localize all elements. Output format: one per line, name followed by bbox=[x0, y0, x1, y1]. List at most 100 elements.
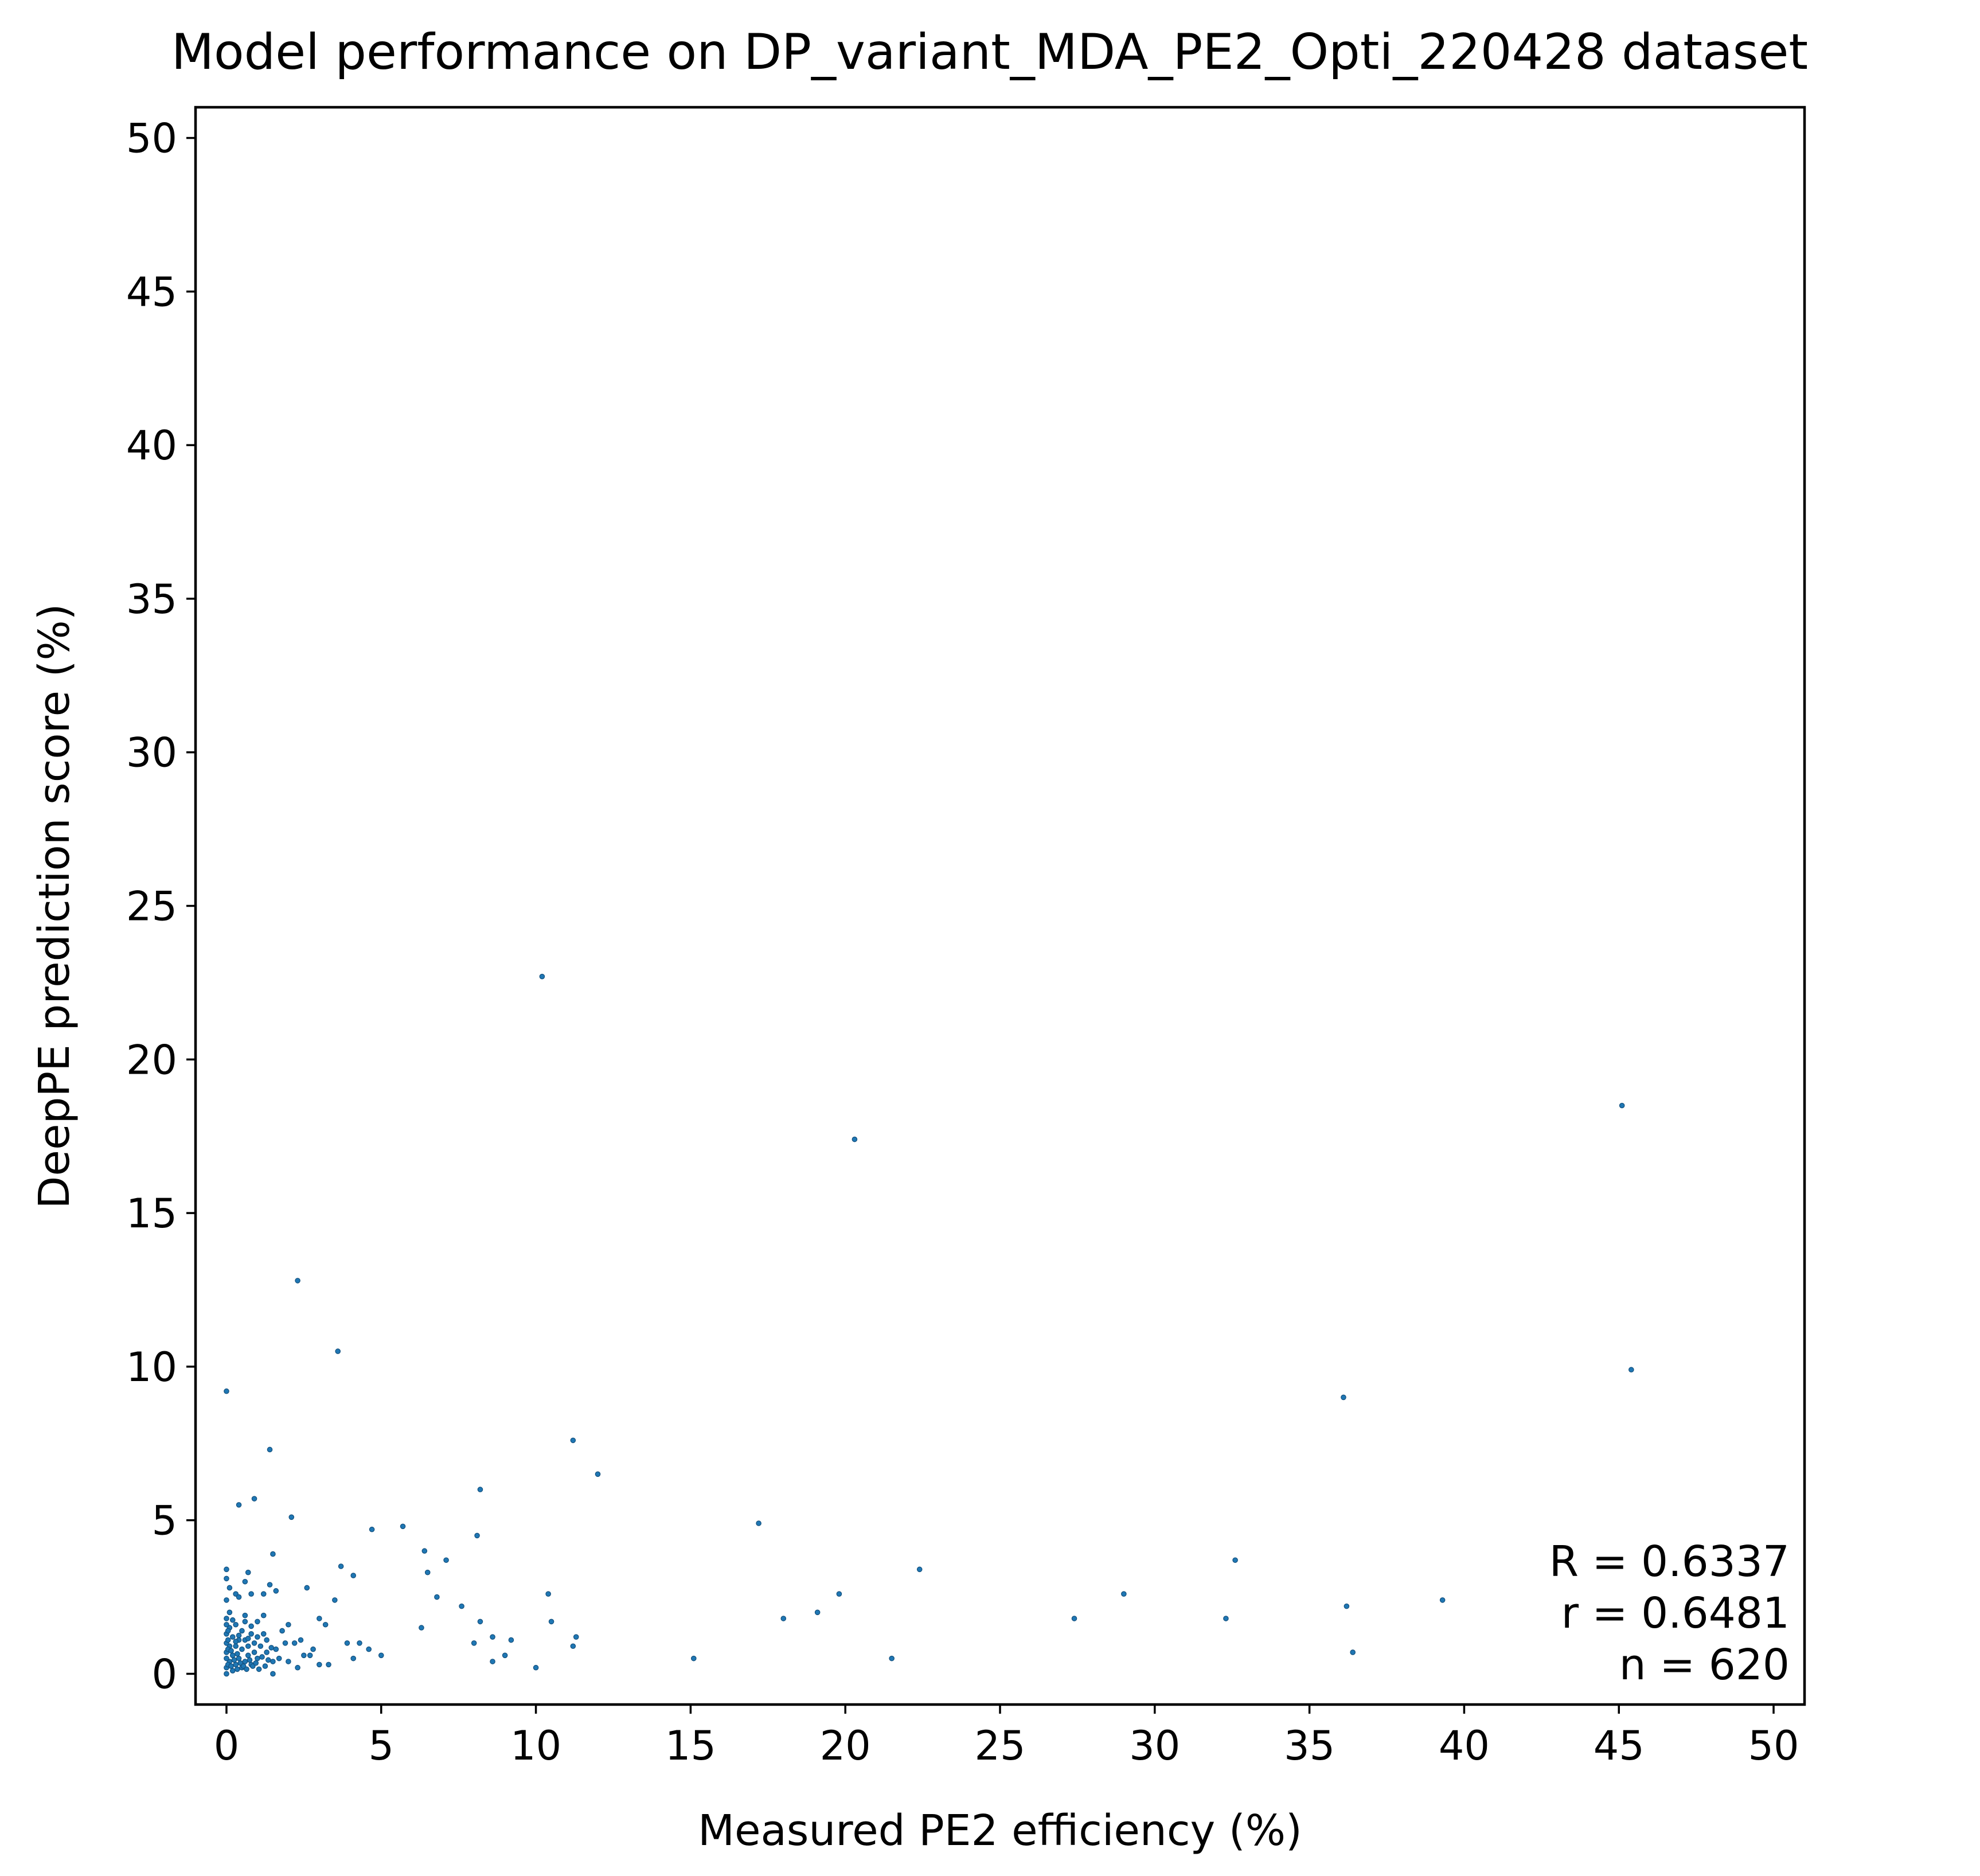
data-point bbox=[307, 1652, 313, 1659]
data-point bbox=[502, 1652, 508, 1659]
data-point bbox=[366, 1646, 372, 1652]
data-point bbox=[836, 1591, 842, 1597]
data-point bbox=[508, 1637, 514, 1643]
data-point bbox=[229, 1652, 236, 1659]
data-point bbox=[256, 1666, 262, 1672]
y-tick-label: 35 bbox=[126, 576, 177, 623]
data-point bbox=[270, 1659, 276, 1664]
data-point bbox=[257, 1643, 264, 1649]
data-point bbox=[434, 1594, 440, 1600]
y-tick-label: 40 bbox=[126, 422, 177, 469]
y-tick-label: 10 bbox=[126, 1344, 177, 1391]
data-point bbox=[322, 1621, 329, 1628]
data-point bbox=[350, 1573, 357, 1578]
data-point bbox=[225, 1628, 231, 1634]
data-point bbox=[814, 1609, 821, 1616]
data-point bbox=[239, 1646, 245, 1652]
plot-area bbox=[194, 106, 1806, 1706]
data-point bbox=[228, 1648, 234, 1654]
data-point bbox=[279, 1628, 285, 1634]
data-point bbox=[255, 1618, 260, 1625]
data-point bbox=[477, 1487, 483, 1492]
data-point bbox=[889, 1655, 895, 1662]
data-point bbox=[1341, 1394, 1346, 1401]
data-point bbox=[419, 1625, 424, 1631]
data-point bbox=[570, 1437, 576, 1444]
data-point bbox=[236, 1655, 242, 1662]
data-point bbox=[242, 1612, 248, 1618]
stats-annotation: R = 0.6337 r = 0.6481 n = 620 bbox=[1549, 1537, 1790, 1690]
data-point bbox=[326, 1662, 331, 1668]
data-point bbox=[224, 1566, 229, 1573]
data-point bbox=[267, 1446, 273, 1453]
data-point bbox=[276, 1655, 282, 1662]
data-point bbox=[259, 1654, 265, 1660]
data-point bbox=[573, 1634, 579, 1640]
data-point bbox=[301, 1652, 307, 1659]
data-point bbox=[236, 1502, 242, 1508]
data-point bbox=[245, 1569, 251, 1575]
data-point bbox=[344, 1640, 350, 1646]
y-tick-label: 45 bbox=[126, 268, 177, 315]
data-point bbox=[242, 1618, 248, 1625]
data-point bbox=[690, 1655, 697, 1662]
data-point bbox=[443, 1557, 449, 1563]
x-tick-label: 10 bbox=[510, 1722, 561, 1769]
data-point bbox=[490, 1659, 495, 1664]
data-point bbox=[245, 1643, 251, 1649]
x-tick-label: 5 bbox=[368, 1722, 394, 1769]
data-point bbox=[378, 1652, 384, 1659]
data-point bbox=[235, 1651, 240, 1657]
data-point bbox=[1619, 1102, 1625, 1109]
x-tick-label: 20 bbox=[820, 1722, 871, 1769]
data-point bbox=[282, 1640, 288, 1646]
data-point bbox=[267, 1582, 273, 1588]
data-point bbox=[295, 1278, 300, 1284]
data-point bbox=[490, 1634, 495, 1640]
data-point bbox=[1071, 1616, 1077, 1621]
data-point bbox=[916, 1566, 923, 1573]
data-point bbox=[295, 1664, 300, 1671]
data-point bbox=[251, 1496, 257, 1501]
data-point bbox=[1223, 1616, 1229, 1621]
data-point bbox=[533, 1664, 539, 1671]
data-point bbox=[421, 1548, 428, 1554]
data-point bbox=[224, 1575, 229, 1582]
y-axis: 0 5 10 15 20 25 30 35 40 45 50 bbox=[126, 115, 196, 1698]
data-point bbox=[224, 1655, 229, 1662]
data-point bbox=[231, 1657, 237, 1663]
data-point bbox=[262, 1663, 268, 1669]
x-tick-label: 25 bbox=[974, 1722, 1025, 1769]
x-axis-label: Measured PE2 efficiency (%) bbox=[698, 1806, 1302, 1855]
data-point bbox=[291, 1640, 298, 1646]
data-point bbox=[273, 1588, 279, 1594]
data-point bbox=[260, 1631, 267, 1637]
data-point bbox=[242, 1659, 248, 1664]
data-point bbox=[260, 1612, 267, 1618]
data-point bbox=[245, 1636, 251, 1641]
data-point bbox=[224, 1616, 229, 1621]
data-point bbox=[255, 1655, 260, 1662]
data-point bbox=[236, 1632, 242, 1639]
y-tick-label: 50 bbox=[126, 115, 177, 162]
data-point bbox=[335, 1348, 341, 1354]
data-point bbox=[1439, 1597, 1446, 1603]
data-point bbox=[226, 1609, 233, 1616]
data-point bbox=[264, 1649, 270, 1655]
x-tick-label: 45 bbox=[1594, 1722, 1645, 1769]
data-point bbox=[332, 1597, 338, 1603]
stat-pearson-r: R = 0.6337 bbox=[1549, 1537, 1790, 1586]
x-tick-label: 30 bbox=[1129, 1722, 1180, 1769]
data-point bbox=[229, 1668, 236, 1674]
data-point bbox=[286, 1659, 291, 1664]
data-point bbox=[224, 1597, 229, 1603]
data-point bbox=[235, 1666, 240, 1672]
data-point bbox=[1628, 1367, 1634, 1373]
data-point bbox=[233, 1621, 239, 1628]
data-point bbox=[233, 1639, 239, 1645]
data-point bbox=[400, 1523, 406, 1530]
data-point bbox=[229, 1617, 236, 1623]
data-point bbox=[270, 1671, 276, 1677]
data-point bbox=[474, 1532, 480, 1539]
data-point bbox=[1121, 1591, 1127, 1597]
